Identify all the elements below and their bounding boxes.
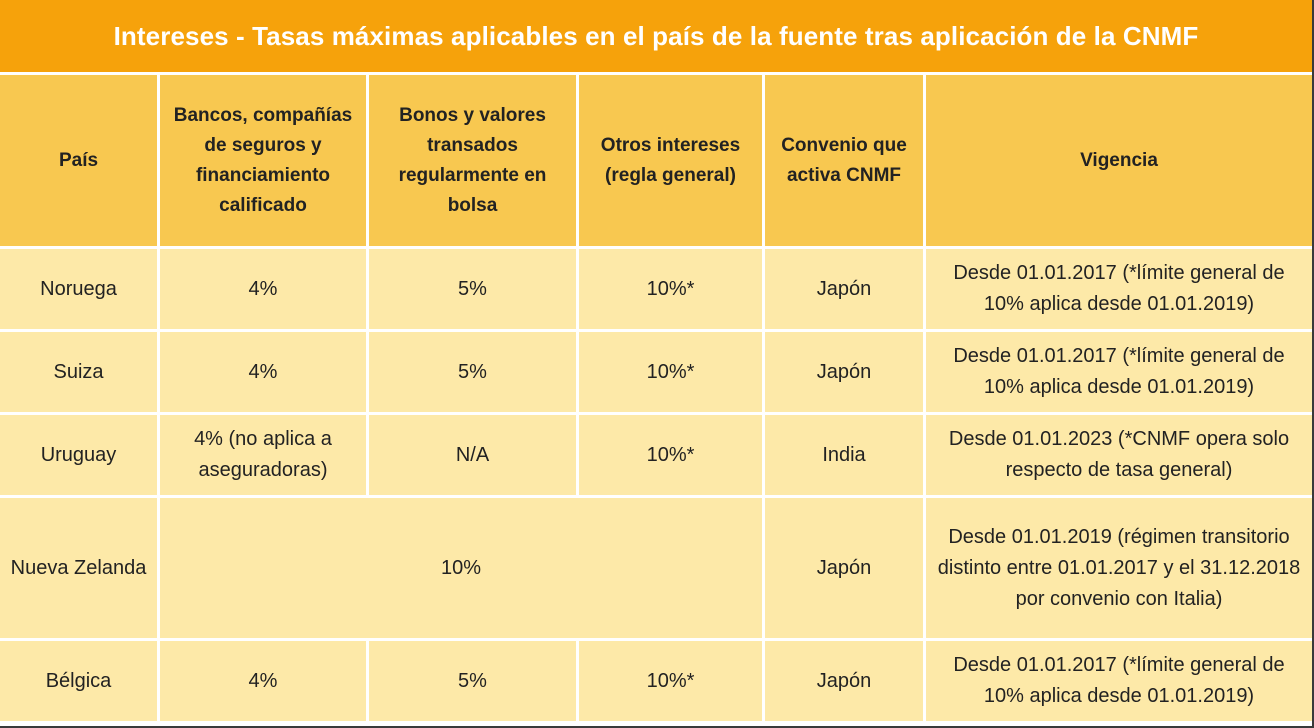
row: Noruega 4% 5% 10%* Japón Desde 01.01.201… [0,249,1312,329]
header-cell: Vigencia [926,75,1312,246]
cell: Japón [765,498,923,638]
cell: 5% [369,332,576,412]
cell: Noruega [0,249,157,329]
cell: 5% [369,249,576,329]
cell: Uruguay [0,415,157,495]
cell: 4% [160,641,366,721]
header-cell: Bonos y valores transados regularmente e… [369,75,576,246]
cell: Japón [765,249,923,329]
rates-table: País Bancos, compañías de seguros y fina… [0,72,1314,724]
header-row: País Bancos, compañías de seguros y fina… [0,75,1312,246]
cell: 4% [160,249,366,329]
row: Bélgica 4% 5% 10%* Japón Desde 01.01.201… [0,641,1312,721]
row: Nueva Zelanda 10% Japón Desde 01.01.2019… [0,498,1312,638]
cell: 4% [160,332,366,412]
cell: Japón [765,332,923,412]
header-cell: Otros intereses (regla general) [579,75,762,246]
cell: 10%* [579,249,762,329]
cell: Desde 01.01.2017 (*límite general de 10%… [926,249,1312,329]
cell: 5% [369,641,576,721]
cell: Japón [765,641,923,721]
header-cell: Convenio que activa CNMF [765,75,923,246]
cell: 4% (no aplica a aseguradoras) [160,415,366,495]
cell: India [765,415,923,495]
row: Uruguay 4% (no aplica a aseguradoras) N/… [0,415,1312,495]
header-cell: Bancos, compañías de seguros y financiam… [160,75,366,246]
row: Suiza 4% 5% 10%* Japón Desde 01.01.2017 … [0,332,1312,412]
cell: Nueva Zelanda [0,498,157,638]
cell: Suiza [0,332,157,412]
cell: Desde 01.01.2017 (*límite general de 10%… [926,332,1312,412]
cell: Desde 01.01.2019 (régimen transitorio di… [926,498,1312,638]
merged-cell: 10% [160,498,762,638]
header-cell: País [0,75,157,246]
cell: 10%* [579,332,762,412]
cell: N/A [369,415,576,495]
table-title: Intereses - Tasas máximas aplicables en … [0,0,1312,72]
cell: Desde 01.01.2017 (*límite general de 10%… [926,641,1312,721]
cell: 10%* [579,415,762,495]
cell: 10%* [579,641,762,721]
cell: Desde 01.01.2023 (*CNMF opera solo respe… [926,415,1312,495]
cell: Bélgica [0,641,157,721]
